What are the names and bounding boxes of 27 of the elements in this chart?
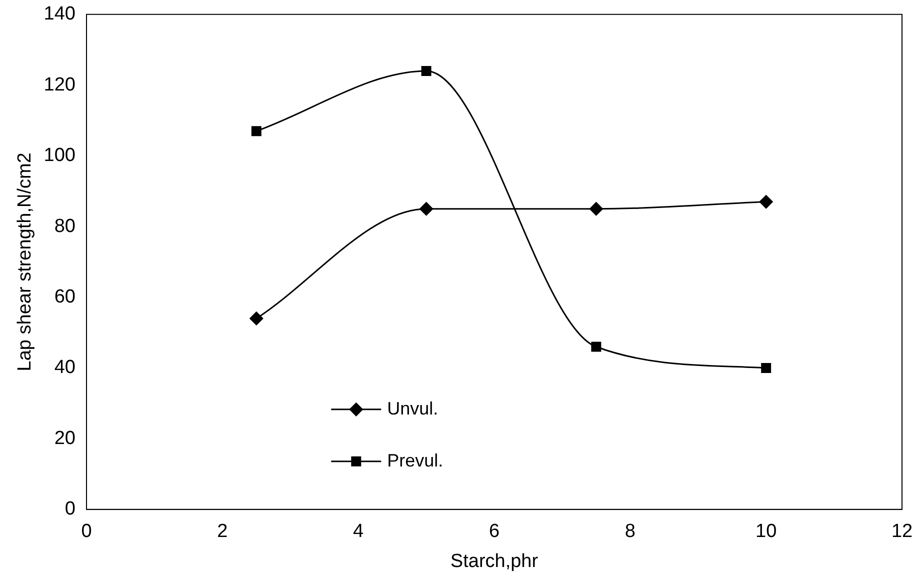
y-tick-label: 100 (44, 145, 76, 166)
point (591, 342, 602, 352)
point (420, 202, 434, 216)
legend-label: Unvul. (387, 398, 438, 418)
point (761, 362, 772, 373)
x-tick-label: 12 (891, 521, 913, 542)
legend-label: Prevul. (387, 450, 444, 470)
y-tick-label: 40 (54, 357, 76, 378)
x-tick-label: 0 (81, 521, 92, 542)
point (421, 66, 432, 76)
y-tick-label: 20 (54, 428, 76, 449)
x-tick-label: 10 (756, 521, 777, 542)
y-tick-label: 0 (64, 498, 76, 520)
point (251, 126, 262, 136)
point (589, 202, 603, 216)
y-tick-label: 140 (44, 4, 76, 25)
y-axis-title: Lap shear strength,N/cm2 (14, 152, 36, 372)
y-tick-label: 60 (54, 286, 76, 308)
x-tick-label: 2 (217, 521, 228, 542)
point (759, 195, 773, 209)
x-tick-label: 8 (624, 521, 636, 542)
point (250, 312, 264, 326)
x-tick-label: 4 (353, 521, 364, 542)
x-tick-label: 6 (488, 521, 500, 542)
y-tick-label: 80 (54, 216, 76, 237)
x-axis-title: Starch,phr (450, 550, 539, 572)
y-tick-label: 120 (44, 74, 76, 96)
